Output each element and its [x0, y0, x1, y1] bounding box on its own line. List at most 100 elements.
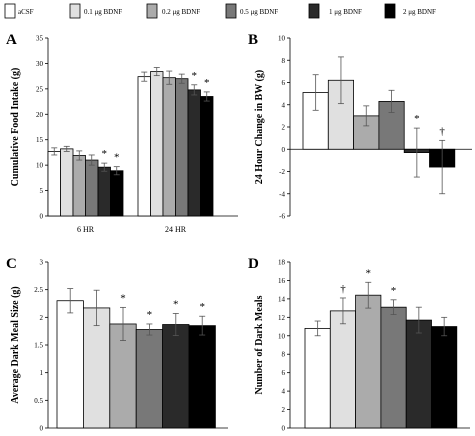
y-tick-label: 8 — [282, 57, 286, 65]
panel-letter: D — [248, 256, 259, 272]
y-tick-label: 14 — [278, 295, 286, 303]
legend-entry-0-5ug: 0.5 μg BDNF — [225, 3, 278, 19]
legend-label: 1 μg BDNF — [329, 8, 362, 16]
y-tick-label: 2 — [282, 406, 286, 414]
bar — [56, 300, 84, 429]
bar — [85, 159, 99, 217]
x-tick-label: 6 HR — [77, 225, 95, 234]
y-tick-label: 2 — [40, 314, 44, 322]
legend-label: 0.5 μg BDNF — [240, 8, 278, 16]
y-tick-label: 8 — [282, 351, 286, 359]
significance-marker: * — [102, 148, 108, 160]
legend-label: 0.1 μg BDNF — [84, 8, 122, 16]
bar — [110, 170, 124, 217]
y-tick-label: 6 — [282, 79, 286, 87]
legend: aCSF 0.1 μg BDNF 0.2 μg BDNF 0.5 μg BDNF… — [4, 3, 436, 19]
y-tick-label: 30 — [36, 60, 44, 68]
bar — [137, 76, 151, 217]
bar — [150, 71, 164, 217]
y-tick-label: 6 — [282, 369, 286, 377]
legend-swatch — [69, 3, 81, 19]
legend-label: 2 μg BDNF — [403, 8, 436, 16]
y-tick-label: 10 — [278, 35, 286, 43]
y-tick-label: 10 — [36, 162, 44, 170]
y-tick-label: -6 — [279, 213, 285, 221]
bar — [60, 148, 74, 217]
bar — [135, 329, 163, 429]
significance-marker: * — [173, 298, 179, 310]
significance-marker: † — [340, 283, 346, 295]
y-tick-label: 2.5 — [34, 286, 43, 294]
x-tick-label: 24 HR — [165, 225, 187, 234]
significance-marker: * — [192, 70, 198, 82]
legend-entry-acsf: aCSF — [4, 3, 34, 19]
y-axis-label: Number of Dark Meals — [254, 295, 265, 394]
bar — [405, 319, 432, 429]
bar — [380, 306, 407, 429]
chart-panel-b: B 24 Hour Change in BW (g) -6 -4 -2 0 2 4 6 8 10 * † — [248, 32, 472, 221]
significance-marker: † — [439, 125, 445, 137]
y-tick-label: 2 — [282, 124, 286, 132]
panel-letter: C — [6, 256, 17, 272]
significance-marker: * — [147, 309, 153, 321]
y-tick-label: 10 — [278, 332, 286, 340]
bar — [329, 310, 356, 429]
bar — [109, 323, 137, 429]
y-tick-label: 15 — [36, 136, 44, 144]
bar — [431, 326, 458, 429]
legend-entry-0-2ug: 0.2 μg BDNF — [146, 3, 200, 19]
y-tick-label: 35 — [36, 35, 44, 43]
y-axis-label: Cumulative Food Intake (g) — [10, 68, 21, 187]
chart-panel-c: C Average Dark Meal Size (g) 0 0.5 1 1.5 2 2.5 3… — [6, 256, 228, 433]
bar — [162, 77, 176, 217]
legend-label: 0.2 μg BDNF — [162, 8, 200, 16]
y-axis-label: Average Dark Meal Size (g) — [10, 286, 21, 404]
legend-swatch — [4, 3, 16, 19]
panel-letter: B — [248, 32, 258, 48]
y-tick-label: 5 — [40, 187, 44, 195]
y-tick-label: 0 — [282, 146, 286, 154]
y-axis-label: 24 Hour Change in BW (g) — [254, 70, 265, 184]
bar — [355, 294, 382, 429]
y-tick-label: 18 — [278, 259, 286, 267]
y-tick-label: -4 — [279, 190, 285, 198]
y-tick-label: 4 — [282, 101, 286, 109]
y-tick-label: 0.5 — [34, 397, 43, 405]
significance-marker: * — [204, 77, 210, 89]
y-tick-label: 12 — [278, 314, 286, 322]
y-tick-label: 0 — [40, 425, 44, 433]
y-tick-label: 1.5 — [34, 342, 43, 350]
y-tick-label: 16 — [278, 277, 286, 285]
significance-marker: * — [366, 267, 372, 279]
bar — [188, 325, 216, 429]
bar — [304, 327, 331, 429]
bar — [162, 324, 190, 429]
legend-entry-1ug: 1 μg BDNF — [308, 3, 362, 19]
chart-panel-d: D Number of Dark Meals 0 2 4 6 8 10 12 14 16 18 † * * — [248, 256, 470, 433]
legend-swatch — [146, 3, 158, 19]
bar — [72, 155, 86, 217]
bar — [200, 96, 214, 217]
y-tick-label: 0 — [40, 213, 44, 221]
bar — [97, 166, 111, 217]
panel-letter: A — [6, 32, 17, 48]
y-tick-label: 0 — [282, 425, 286, 433]
legend-label: aCSF — [18, 8, 34, 16]
y-tick-label: 25 — [36, 85, 44, 93]
y-tick-label: 3 — [40, 259, 44, 267]
significance-marker: * — [120, 292, 126, 304]
y-tick-label: 4 — [282, 388, 286, 396]
bar — [47, 151, 61, 217]
y-tick-label: 1 — [40, 369, 44, 377]
bar — [187, 89, 201, 217]
y-tick-label: 20 — [36, 111, 44, 119]
significance-marker: * — [414, 113, 420, 125]
chart-panel-a: A Cumulative Food Intake (g) 0 5 10 15 20 25 30 3… — [6, 32, 238, 234]
legend-entry-2ug: 2 μg BDNF — [384, 3, 436, 19]
bar — [83, 307, 111, 429]
legend-entry-0-1ug: 0.1 μg BDNF — [69, 3, 122, 19]
significance-marker: * — [199, 301, 205, 313]
bar — [175, 78, 189, 217]
